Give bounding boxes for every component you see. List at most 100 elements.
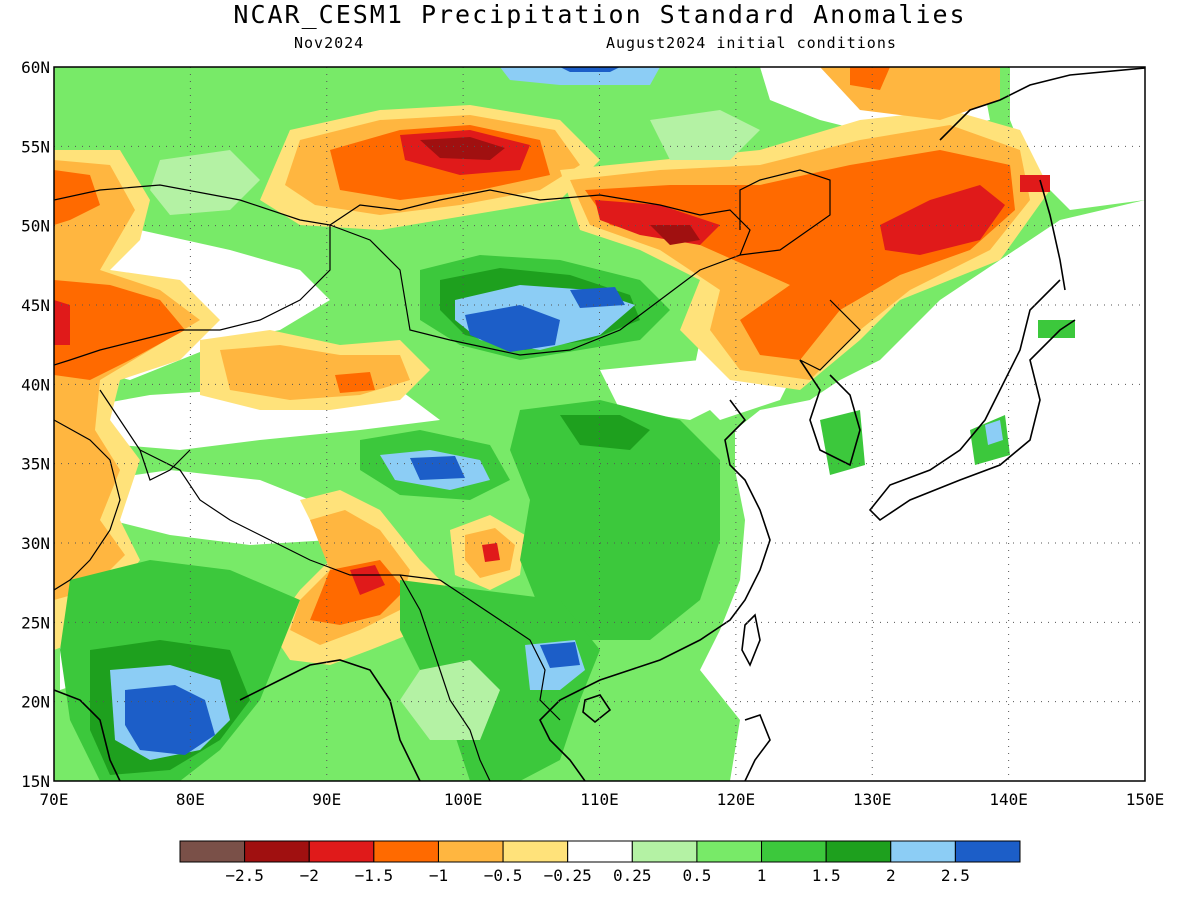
russia-pacific-coast xyxy=(939,67,1145,141)
india-coast xyxy=(54,689,121,781)
colorbar-label: 1 xyxy=(757,866,767,885)
anomaly-wet xyxy=(510,400,720,640)
colorbar-label: 0.25 xyxy=(613,866,652,885)
anomaly-wet xyxy=(650,110,760,160)
lat-label: 60N xyxy=(21,58,50,77)
colorbar-label: 1.5 xyxy=(812,866,841,885)
anomaly-wet xyxy=(500,67,660,85)
anomaly-wet xyxy=(570,287,625,308)
colorbar-swatch xyxy=(179,840,246,863)
korea-coast xyxy=(799,359,861,467)
anomaly-wet xyxy=(1038,320,1075,338)
lon-label: 120E xyxy=(717,790,756,809)
lon-label: 140E xyxy=(989,790,1028,809)
anomaly-near-normal xyxy=(100,470,330,545)
china-west-border xyxy=(99,389,191,481)
colorbar-swatch xyxy=(761,840,827,863)
kazakhstan-border xyxy=(54,184,331,366)
hainan-coast xyxy=(582,694,612,724)
colorbar-swatch xyxy=(308,840,375,863)
lat-label: 35N xyxy=(21,455,50,474)
himalaya-border xyxy=(139,449,441,581)
mongolia-border xyxy=(329,189,751,356)
colorbar-swatch xyxy=(825,840,892,863)
anomaly-dry xyxy=(350,565,385,595)
lat-label: 45N xyxy=(21,296,50,315)
anomaly-dry xyxy=(650,225,700,245)
lat-label: 55N xyxy=(21,137,50,156)
lon-label: 100E xyxy=(444,790,483,809)
lat-label: 20N xyxy=(21,693,50,712)
bay-of-bengal-coast xyxy=(239,659,421,781)
taiwan-coast xyxy=(741,613,761,667)
lon-label: 90E xyxy=(312,790,341,809)
lat-label: 30N xyxy=(21,534,50,553)
colorbar-label: −0.25 xyxy=(544,866,592,885)
philippines-coast xyxy=(744,714,771,781)
forecast-month: Nov2024 xyxy=(294,34,365,52)
colorbar-label: −2 xyxy=(300,866,319,885)
myanmar-border xyxy=(399,574,491,781)
anomaly-wet xyxy=(820,410,865,475)
anomaly-dry xyxy=(335,372,375,393)
china-korea-border xyxy=(799,299,861,371)
anomaly-wet xyxy=(560,415,650,450)
country-borders xyxy=(54,169,861,781)
colorbar-swatch xyxy=(244,840,310,863)
sakhalin-coast xyxy=(1039,179,1066,291)
anomaly-dry xyxy=(880,185,1005,255)
anomaly-dry xyxy=(54,160,200,600)
anomaly-dry xyxy=(310,560,405,625)
indochina-coast xyxy=(539,689,586,781)
lat-label: 40N xyxy=(21,375,50,394)
colorbar-label: 0.5 xyxy=(682,866,711,885)
anomaly-wet xyxy=(400,580,600,781)
colorbar-swatch xyxy=(373,840,439,863)
latitude-labels: 60N 55N 50N 45N 40N 35N 30N 25N 20N 15N xyxy=(21,58,50,791)
colorbar-swatch xyxy=(631,840,698,863)
colorbar-label: −1 xyxy=(429,866,448,885)
colorbar-swatch xyxy=(437,840,504,863)
anomaly-wet xyxy=(985,420,1003,445)
lon-label: 70E xyxy=(40,790,69,809)
colorbar-label: −2.5 xyxy=(225,866,264,885)
anomaly-near-normal xyxy=(600,360,730,420)
chart-title: NCAR_CESM1 Precipitation Standard Anomal… xyxy=(233,0,967,29)
colorbar-labels: −2.5 −2 −1.5 −1 −0.5 −0.25 0.25 0.5 1 1.5 2 2.5 xyxy=(225,866,969,885)
map-frame xyxy=(53,66,1146,782)
no-data-ocean xyxy=(1010,67,1145,210)
india-border xyxy=(54,419,121,591)
anomaly-wet xyxy=(540,642,580,668)
anomaly-dry xyxy=(850,67,890,90)
lon-label: 130E xyxy=(853,790,892,809)
lat-label: 15N xyxy=(21,772,50,791)
colorbar-swatch xyxy=(696,840,763,863)
china-russia-border xyxy=(739,169,831,256)
anomaly-dry xyxy=(482,543,500,562)
anomaly-wet xyxy=(560,67,620,72)
colorbar-label: −0.5 xyxy=(484,866,523,885)
colorbar-label: 2.5 xyxy=(941,866,970,885)
anomaly-dry xyxy=(54,300,70,345)
anomaly-dry xyxy=(54,170,100,225)
anomaly-dry xyxy=(1020,175,1050,192)
no-data-ocean xyxy=(700,200,1145,781)
colorbar-label: −1.5 xyxy=(355,866,394,885)
anomaly-fields xyxy=(54,67,1145,781)
coastlines xyxy=(54,67,1145,781)
china-east-coast xyxy=(579,399,771,691)
initial-conditions: August2024 initial conditions xyxy=(606,34,897,52)
lon-label: 80E xyxy=(176,790,205,809)
longitude-labels: 70E 80E 90E 100E 110E 120E 130E 140E 150E xyxy=(40,790,1165,809)
anomaly-dry xyxy=(420,137,505,160)
colorbar-swatch xyxy=(502,840,569,863)
colorbar-swatch xyxy=(890,840,956,863)
colorbar-swatch xyxy=(954,840,1021,863)
japan-coast xyxy=(868,279,1076,522)
anomaly-wet xyxy=(125,685,215,755)
anomaly-dry xyxy=(585,150,1015,360)
colorbar xyxy=(179,840,1021,863)
lon-label: 150E xyxy=(1126,790,1165,809)
laos-vietnam-border xyxy=(439,579,561,721)
